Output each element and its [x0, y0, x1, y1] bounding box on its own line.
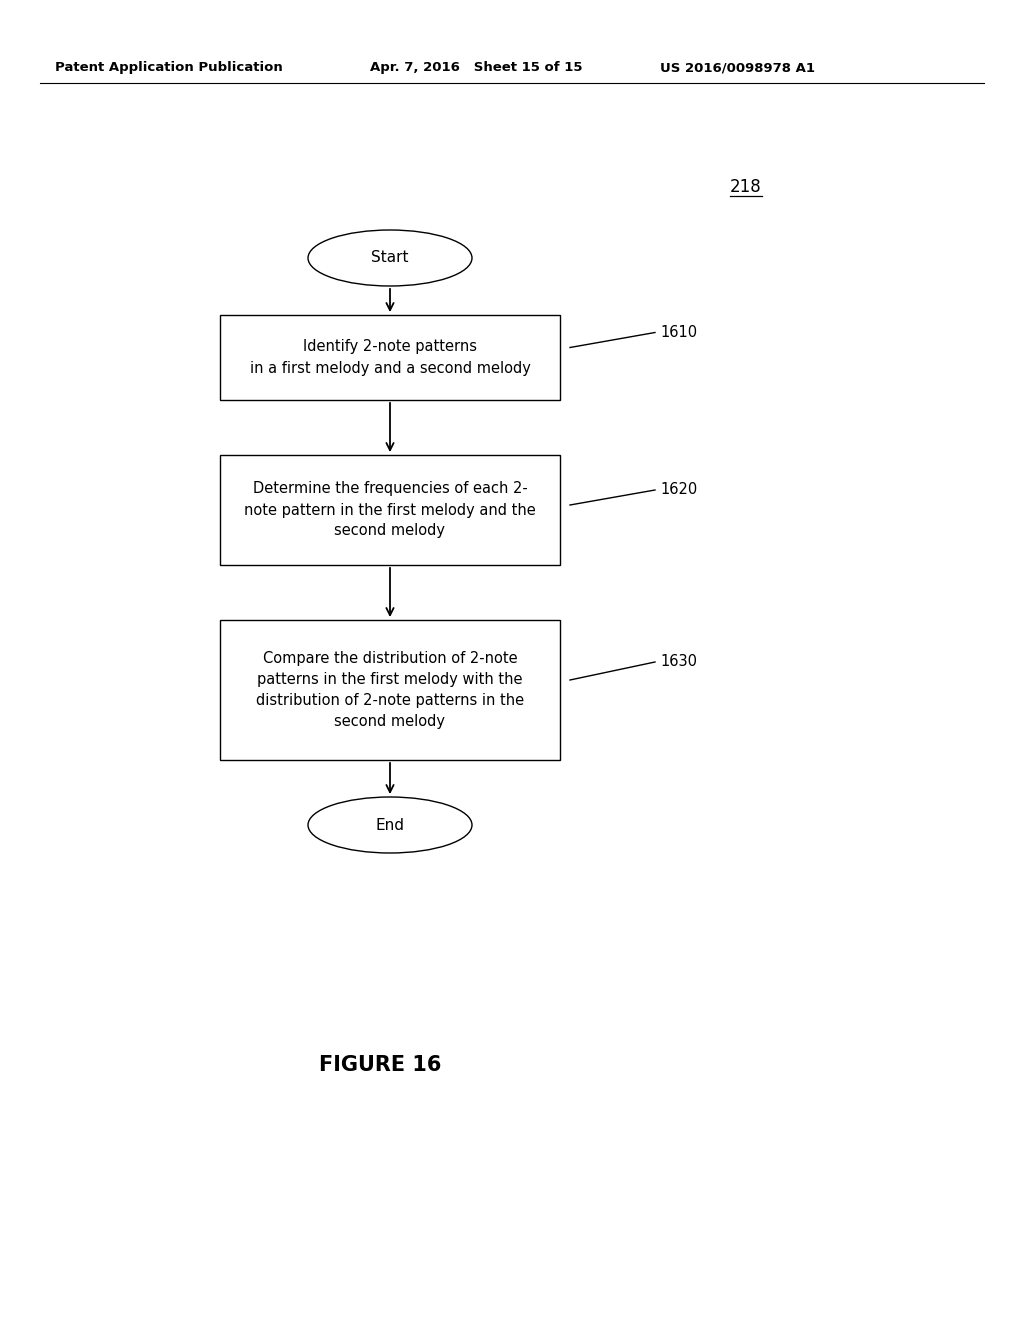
Text: US 2016/0098978 A1: US 2016/0098978 A1 [660, 62, 815, 74]
FancyBboxPatch shape [220, 620, 560, 760]
Ellipse shape [308, 230, 472, 286]
Ellipse shape [308, 797, 472, 853]
FancyBboxPatch shape [220, 455, 560, 565]
Text: 1620: 1620 [660, 483, 697, 498]
FancyBboxPatch shape [220, 315, 560, 400]
Text: Patent Application Publication: Patent Application Publication [55, 62, 283, 74]
Text: End: End [376, 817, 404, 833]
Text: FIGURE 16: FIGURE 16 [318, 1055, 441, 1074]
Text: 1610: 1610 [660, 325, 697, 341]
Text: Start: Start [372, 251, 409, 265]
Text: Compare the distribution of 2-note
patterns in the first melody with the
distrib: Compare the distribution of 2-note patte… [256, 651, 524, 729]
Text: Apr. 7, 2016   Sheet 15 of 15: Apr. 7, 2016 Sheet 15 of 15 [370, 62, 583, 74]
Text: 218: 218 [730, 178, 762, 195]
Text: Identify 2-note patterns
in a first melody and a second melody: Identify 2-note patterns in a first melo… [250, 339, 530, 375]
Text: Determine the frequencies of each 2-
note pattern in the first melody and the
se: Determine the frequencies of each 2- not… [244, 482, 536, 539]
Text: 1630: 1630 [660, 655, 697, 669]
